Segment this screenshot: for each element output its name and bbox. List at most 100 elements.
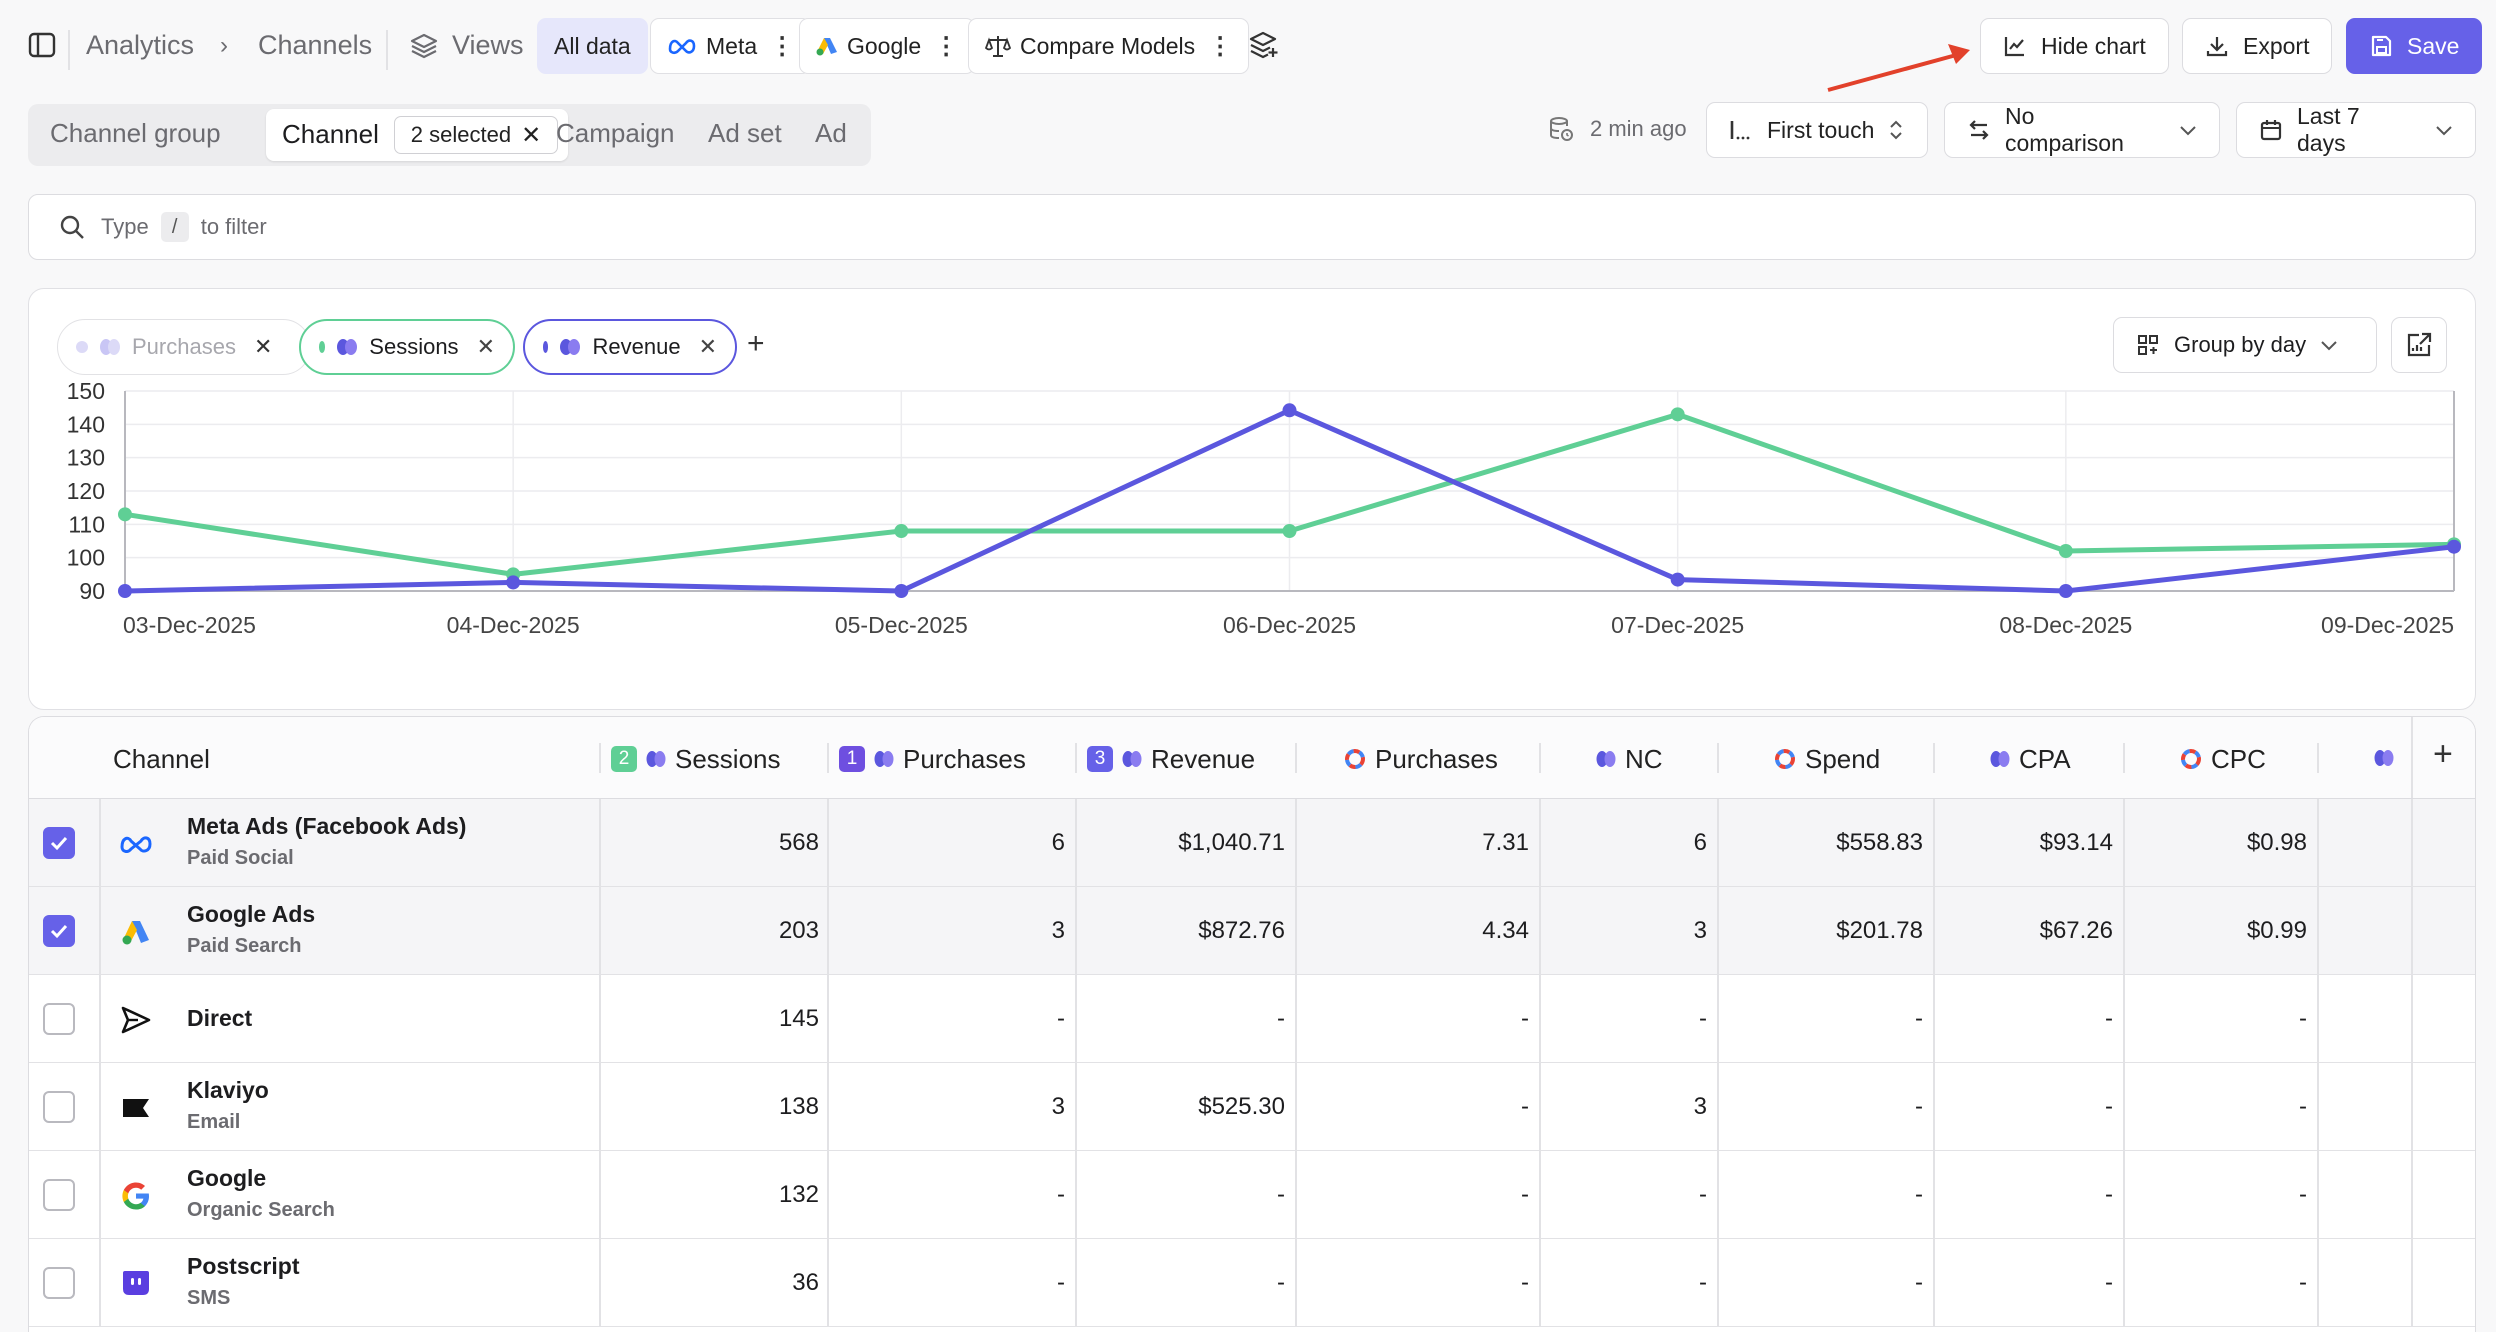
stack-add-icon[interactable] (1248, 30, 1278, 60)
x-tick-label: 04-Dec-2025 (447, 612, 580, 638)
swap-icon (1967, 119, 1991, 141)
add-metric-icon[interactable]: + (747, 327, 765, 360)
y-left-tick-label: 90 (79, 578, 105, 604)
x-tick-label: 08-Dec-2025 (1999, 612, 2132, 638)
metric-pill-label: Revenue (592, 334, 681, 359)
col-header-cpc[interactable]: CPC (2179, 743, 2266, 775)
selected-count-pill[interactable]: 2 selected ✕ (394, 116, 558, 154)
kebab-icon[interactable]: ⋮ (1208, 32, 1233, 60)
kebab-icon[interactable]: ⋮ (934, 32, 959, 60)
close-icon[interactable]: ✕ (521, 121, 542, 149)
col-header-cpa[interactable]: CPA (1989, 743, 2071, 775)
view-chip-all-data[interactable]: All data (537, 18, 648, 74)
channel-name[interactable]: Postscript (187, 1253, 300, 1279)
cell-divider (599, 1151, 601, 1238)
cell-divider (1717, 1063, 1719, 1150)
table-row[interactable]: Google Ads Paid Search 203 3 $872.76 4.34 3 $20… (29, 887, 2475, 975)
group-by-select[interactable]: Group by day (2113, 317, 2377, 373)
data-point-sessions (1670, 407, 1685, 422)
cell-divider (2411, 1063, 2413, 1150)
column-resize-handle[interactable] (1717, 743, 1719, 773)
multi-channel-icon (1343, 747, 1367, 771)
row-checkbox[interactable] (43, 915, 75, 947)
metric-pill-purchases[interactable]: Purchases ✕ (57, 319, 311, 375)
view-chip-meta[interactable]: Meta ⋮ (650, 18, 812, 74)
channel-name[interactable]: Google (187, 1165, 267, 1191)
column-resize-handle[interactable] (1295, 743, 1297, 773)
tab-channel-group[interactable]: Channel group (50, 118, 221, 148)
col-header-revenue[interactable]: 3 Revenue (1087, 743, 1255, 775)
col-header-sessions[interactable]: 2 Sessions (611, 743, 781, 775)
cell-divider (1539, 1239, 1541, 1326)
metric-pill-sessions[interactable]: Sessions ✕ (299, 319, 515, 375)
tab-campaign[interactable]: Campaign (556, 118, 675, 148)
column-resize-handle[interactable] (1933, 743, 1935, 773)
col-label: Purchases (1375, 743, 1498, 774)
channel-name[interactable]: Direct (187, 1005, 253, 1031)
col-header-purchases[interactable]: 1 Purchases (839, 743, 1026, 775)
tab-ad-set[interactable]: Ad set (708, 118, 782, 148)
close-icon[interactable]: ✕ (253, 334, 273, 359)
date-range-select[interactable]: Last 7 days (2236, 102, 2476, 158)
cell-divider (599, 799, 601, 886)
channel-name[interactable]: Klaviyo (187, 1077, 269, 1103)
meta-icon (1121, 750, 1143, 768)
column-resize-handle[interactable] (2123, 743, 2125, 773)
column-resize-handle[interactable] (599, 743, 601, 773)
row-checkbox[interactable] (43, 827, 75, 859)
column-resize-handle[interactable] (2317, 743, 2319, 773)
tab-channel[interactable]: Channel 2 selected ✕ (266, 109, 568, 161)
column-resize-handle[interactable] (827, 743, 829, 773)
cell-divider (1075, 1063, 1077, 1150)
hide-chart-button[interactable]: Hide chart (1980, 18, 2169, 74)
table-row[interactable]: Meta Ads (Facebook Ads) Paid Social 568 6 $1… (29, 799, 2475, 887)
table-cell: 3 (1693, 917, 1707, 944)
row-checkbox[interactable] (43, 1091, 75, 1123)
export-button[interactable]: Export (2182, 18, 2333, 74)
meta-icon (1989, 750, 2011, 768)
sidebar-toggle-icon[interactable] (28, 32, 56, 58)
col-header-nc[interactable]: NC (1595, 743, 1663, 775)
col-header-purchases-2[interactable]: Purchases (1343, 743, 1498, 775)
channel-name[interactable]: Meta Ads (Facebook Ads) (187, 813, 467, 839)
views-button[interactable]: Views (410, 30, 524, 61)
close-icon[interactable]: ✕ (476, 334, 495, 359)
cell-divider (1295, 975, 1297, 1062)
comparison-select[interactable]: No comparison (1944, 102, 2220, 158)
row-checkbox[interactable] (43, 1003, 75, 1035)
data-point-revenue (894, 584, 909, 598)
kebab-icon[interactable]: ⋮ (770, 32, 795, 60)
column-resize-handle[interactable] (1539, 743, 1541, 773)
row-checkbox[interactable] (43, 1267, 75, 1299)
download-icon (2205, 34, 2229, 58)
x-tick-label: 03-Dec-2025 (123, 612, 256, 638)
attribution-model-select[interactable]: First touch (1706, 102, 1928, 158)
table-cell: 6 (1693, 829, 1707, 856)
col-header-channel[interactable]: Channel (113, 743, 210, 774)
table-row[interactable]: Postscript SMS 36 - - - - - - - (29, 1239, 2475, 1327)
table-cell: - (1057, 1181, 1065, 1208)
view-chip-google[interactable]: Google ⋮ (799, 18, 976, 74)
save-icon (2369, 34, 2393, 58)
breadcrumb-analytics[interactable]: Analytics (86, 30, 195, 60)
view-chip-compare-models[interactable]: Compare Models ⋮ (968, 18, 1250, 74)
table-row[interactable]: Klaviyo Email 138 3 $525.30 - 3 - - - (29, 1063, 2475, 1151)
metric-pill-revenue[interactable]: Revenue ✕ (523, 319, 737, 375)
save-button[interactable]: Save (2346, 18, 2483, 74)
view-chip-label: Meta (706, 32, 758, 59)
table-cell: - (1521, 1269, 1529, 1296)
cell-divider (2411, 1239, 2413, 1326)
open-chart-button[interactable] (2391, 317, 2447, 373)
table-cell: $93.14 (2039, 829, 2113, 856)
table-row[interactable]: Direct 145 - - - - - - - (29, 975, 2475, 1063)
col-header-spend[interactable]: Spend (1773, 743, 1880, 775)
close-icon[interactable]: ✕ (698, 334, 717, 359)
row-checkbox[interactable] (43, 1179, 75, 1211)
add-column-icon[interactable]: + (2433, 735, 2453, 773)
filter-input[interactable]: Type / to filter (28, 194, 2476, 260)
tab-ad[interactable]: Ad (815, 118, 847, 148)
channel-name[interactable]: Google Ads (187, 901, 316, 927)
column-resize-handle[interactable] (1075, 743, 1077, 773)
table-row[interactable]: Google Organic Search 132 - - - - - - - (29, 1151, 2475, 1239)
table-cell: - (2105, 1093, 2113, 1120)
